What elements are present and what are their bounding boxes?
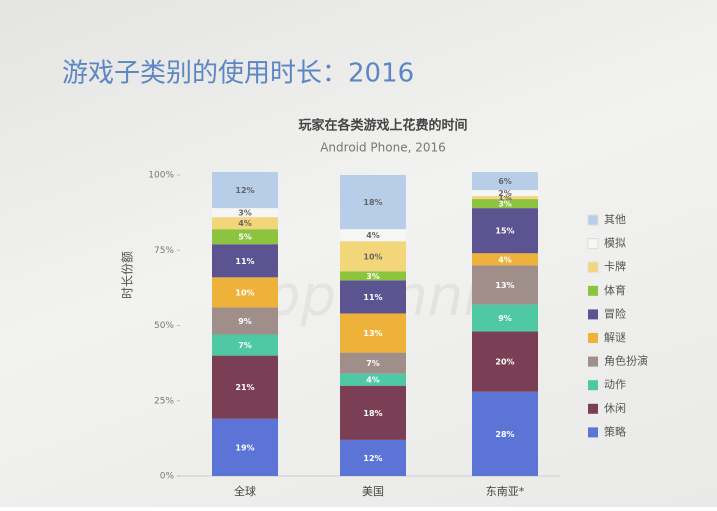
- bar-segment: [340, 313, 406, 353]
- value-label: 3%: [238, 209, 252, 218]
- bar-segment: [340, 373, 406, 386]
- bar-segment: [340, 175, 406, 230]
- value-label: 7%: [238, 341, 252, 350]
- bar-segment: [340, 352, 406, 374]
- value-label: 4%: [498, 255, 512, 264]
- bar-segment: [472, 391, 538, 476]
- y-tick-label: 25%: [154, 396, 174, 406]
- bar-segment: [212, 171, 278, 209]
- bar-segment: [472, 331, 538, 392]
- y-tick-label: 100%: [148, 171, 174, 181]
- bar-segment: [340, 241, 406, 272]
- value-label: 18%: [363, 409, 382, 418]
- legend-label: 策略: [604, 424, 626, 438]
- bar-segment: [212, 277, 278, 308]
- legend-swatch: [587, 261, 599, 273]
- legend-label: 体育: [604, 283, 626, 297]
- legend-label: 休闲: [604, 401, 626, 415]
- value-label: 3%: [498, 200, 512, 209]
- legend-swatch: [588, 309, 598, 320]
- bar-segment: [212, 307, 278, 335]
- legend-label: 冒险: [604, 306, 626, 320]
- legend-swatch: [588, 333, 598, 343]
- y-tick-label: 0%: [160, 472, 175, 482]
- bar-segment: [472, 190, 538, 197]
- value-label: 20%: [495, 358, 514, 367]
- bar-segment: [340, 280, 406, 314]
- bar-segment: [340, 229, 406, 242]
- value-label: 18%: [363, 198, 382, 207]
- value-label: 13%: [495, 281, 514, 290]
- value-label: 11%: [363, 293, 382, 302]
- bar-segment: [212, 229, 278, 245]
- legend-label: 角色扮演: [604, 354, 648, 368]
- value-label: 15%: [495, 227, 514, 236]
- bar-segment: [472, 208, 538, 254]
- bar-segment: [472, 265, 538, 305]
- value-label: 10%: [363, 252, 382, 261]
- bar-segment: [472, 171, 538, 191]
- value-label: 21%: [235, 383, 254, 392]
- value-label: 7%: [366, 359, 380, 368]
- slide-title: 游戏子类别的使用时长：2016: [62, 59, 414, 89]
- bar-segment: [212, 418, 278, 476]
- value-label: 6%: [498, 177, 512, 186]
- legend-swatch: [588, 427, 598, 438]
- y-axis-label: 时长份额: [121, 251, 135, 299]
- value-label: 2%: [498, 189, 512, 198]
- bar-segment: [340, 385, 406, 440]
- legend-swatch: [588, 403, 598, 414]
- bar-segment: [212, 217, 278, 230]
- legend-swatch: [588, 356, 598, 367]
- value-label: 13%: [363, 329, 382, 338]
- bar-segment: [212, 355, 278, 419]
- legend-label: 解谜: [604, 330, 626, 344]
- bar-segment: [340, 439, 406, 476]
- y-tick-label: 75%: [154, 246, 174, 256]
- bar-segment: [340, 271, 406, 281]
- chart-subtitle: Android Phone, 2016: [320, 141, 446, 155]
- legend-swatch: [588, 285, 598, 296]
- legend-label: 动作: [604, 378, 626, 391]
- value-label: 5%: [238, 233, 252, 242]
- value-label: 9%: [498, 314, 512, 323]
- legend-label: 其他: [604, 213, 626, 226]
- value-label: 11%: [235, 257, 254, 266]
- value-label: 9%: [238, 317, 252, 326]
- legend-swatch: [587, 238, 599, 250]
- legend-swatch: [587, 214, 599, 226]
- chart-title: 玩家在各类游戏上花费的时间: [298, 118, 467, 134]
- value-label: 1%: [498, 194, 512, 203]
- legend-swatch: [588, 380, 598, 391]
- bar-segment: [212, 334, 278, 356]
- value-label: 4%: [366, 231, 380, 240]
- x-tick-label: 东南亚*: [486, 485, 525, 498]
- value-label: 10%: [235, 288, 254, 297]
- bar-segment: [472, 253, 538, 266]
- bar-segment: [472, 304, 538, 332]
- x-tick-label: 美国: [362, 485, 384, 498]
- bar-segment: [472, 199, 538, 209]
- legend-label: 卡牌: [604, 259, 626, 273]
- y-tick-label: 50%: [154, 321, 174, 331]
- x-tick-label: 全球: [234, 484, 256, 498]
- bar-segment: [212, 244, 278, 278]
- value-label: 12%: [363, 454, 382, 463]
- value-label: 3%: [366, 272, 380, 281]
- legend-label: 模拟: [604, 236, 626, 250]
- bar-segment: [212, 208, 278, 218]
- value-label: 19%: [235, 443, 254, 452]
- value-label: 28%: [495, 430, 514, 439]
- value-label: 4%: [366, 376, 380, 385]
- bar-segment: [472, 196, 538, 200]
- value-label: 4%: [238, 219, 252, 228]
- value-label: 12%: [235, 186, 254, 195]
